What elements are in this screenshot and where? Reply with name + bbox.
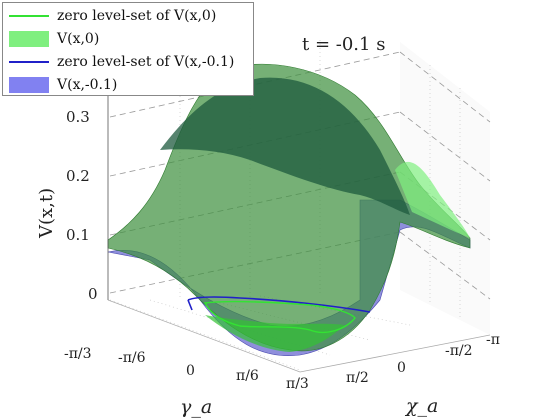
legend-label: zero level-set of V(x,-0.1) — [57, 54, 235, 70]
legend: zero level-set of V(x,0) V(x,0) zero lev… — [2, 2, 254, 96]
floor — [107, 299, 491, 373]
legend-item-surface-v0: V(x,0) — [9, 28, 99, 50]
legend-label: zero level-set of V(x,0) — [57, 8, 217, 24]
x-tick-labels: -π/3 -π/6 0 π/6 π/3 — [64, 346, 309, 392]
x-tick-label: π/3 — [286, 376, 309, 392]
z-axis-label: V(x,t) — [36, 188, 57, 239]
legend-item-surface-vm01: V(x,-0.1) — [9, 74, 117, 96]
legend-item-contour-v0: zero level-set of V(x,0) — [9, 5, 216, 27]
grid-lines — [109, 51, 491, 300]
z-tick-label: 0.3 — [66, 108, 90, 126]
y-tick-labels: π/2 0 -π/2 -π — [346, 332, 500, 386]
y-tick-label: 0 — [397, 360, 406, 376]
contour-v-minus-0-1 — [187, 296, 371, 313]
legend-swatch — [9, 77, 49, 93]
z-tick-label: 0.1 — [66, 226, 90, 244]
z-tick-label: 0.2 — [66, 167, 90, 185]
z-tick-label: 0 — [88, 285, 98, 303]
back-wall-right — [400, 42, 490, 335]
legend-label: V(x,0) — [57, 31, 100, 47]
legend-swatch — [9, 61, 49, 63]
legend-swatch — [9, 31, 49, 47]
legend-item-contour-vm01: zero level-set of V(x,-0.1) — [9, 51, 234, 73]
x-tick-label: π/6 — [236, 368, 259, 384]
legend-swatch — [9, 15, 49, 17]
x-tick-label: 0 — [186, 363, 195, 379]
legend-label: V(x,-0.1) — [57, 77, 118, 93]
x-tick-label: -π/6 — [118, 350, 146, 366]
contour-v-0 — [203, 300, 356, 334]
y-axis-label: χ_a — [404, 395, 438, 417]
y-tick-label: -π — [486, 332, 500, 348]
surface-v-0 — [107, 63, 471, 352]
y-tick-label: π/2 — [346, 370, 369, 386]
x-axis-label: γ_a — [180, 396, 212, 418]
chart-title: t = -0.1 s — [302, 34, 385, 55]
y-tick-label: -π/2 — [445, 343, 473, 359]
z-tick-labels: 0.3 0.2 0.1 0 — [66, 108, 98, 303]
x-tick-label: -π/3 — [64, 346, 92, 362]
